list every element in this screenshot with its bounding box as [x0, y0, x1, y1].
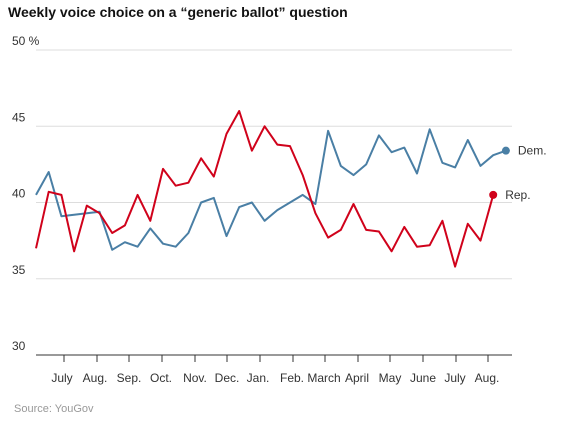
y-tick-label: 50 %: [12, 34, 40, 48]
source-note: Source: YouGov: [14, 403, 94, 415]
x-tick-label: Dec.: [215, 371, 240, 385]
y-tick-label: 35: [12, 263, 26, 277]
series-end-marker: [489, 190, 498, 199]
y-tick-label: 30: [12, 339, 26, 353]
x-tick-label: Sep.: [117, 371, 142, 385]
x-tick-label: July: [444, 371, 465, 385]
x-tick-label: June: [410, 371, 436, 385]
series-label: Dem.: [518, 144, 547, 158]
x-tick-label: Oct.: [150, 371, 172, 385]
x-tick-label: Feb.: [280, 371, 304, 385]
x-tick-label: Aug.: [475, 371, 500, 385]
series-label: Rep.: [505, 188, 530, 202]
x-tick-label: Jan.: [247, 371, 270, 385]
legend: Dem. Rep.: [489, 144, 547, 202]
chart-title: Weekly voice choice on a “generic ballot…: [8, 4, 348, 20]
x-tick-label: Nov.: [183, 371, 207, 385]
y-tick-label: 45: [12, 110, 26, 124]
x-tick-label: March: [307, 371, 340, 385]
series-line-0: [35, 128, 507, 251]
x-tick-label: May: [379, 371, 402, 385]
x-axis: July Aug. Sep. Oct. Nov. Dec. Jan. Feb. March Apr…: [36, 354, 512, 385]
series-lines: [35, 110, 507, 268]
x-tick-label: April: [345, 371, 369, 385]
line-chart: 30 35 40 45 50 % July Aug. Sep. Oct. Nov. Dec. Jan…: [12, 34, 547, 385]
y-tick-label: 40: [12, 187, 26, 201]
series-line-1: [35, 110, 495, 268]
x-tick-label: July: [51, 371, 72, 385]
gridlines: 30 35 40 45 50 %: [12, 34, 512, 356]
x-tick-label: Aug.: [83, 371, 108, 385]
series-end-marker: [501, 146, 510, 155]
